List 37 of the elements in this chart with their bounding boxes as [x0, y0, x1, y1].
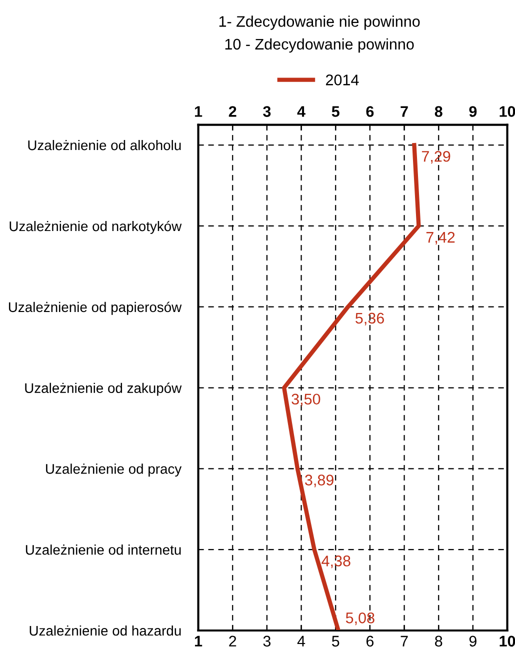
- x2-tick-label: 6: [366, 106, 374, 117]
- x-tick-label: 6: [366, 636, 374, 647]
- chart-subtitle: 10 - Zdecydowanie powinno: [225, 38, 414, 53]
- x-tick-label: 10: [500, 636, 515, 647]
- chart-title: 1- Zdecydowanie nie powinno: [219, 16, 420, 30]
- x2-tick-label: 3: [263, 106, 271, 117]
- y-tick-label: Uzależnienie od zakupów: [25, 382, 182, 396]
- x-tick-label: 2: [229, 636, 236, 646]
- x2-tick-label: 8: [434, 106, 442, 117]
- data-label: 7,29: [422, 150, 450, 164]
- data-label: 3,50: [292, 394, 320, 406]
- x2-tick-label: 9: [469, 106, 477, 117]
- y-tick-label: Uzależnienie od alkoholu: [28, 140, 181, 150]
- x2-tick-label: 10: [500, 106, 515, 117]
- x-tick-label: 8: [435, 636, 442, 647]
- legend-label: 2014: [326, 74, 359, 86]
- x2-tick-label: 7: [400, 106, 408, 117]
- y-tick-label: Uzależnienie od hazardu: [30, 625, 181, 636]
- data-label: 4,38: [322, 556, 350, 568]
- data-label: 5,36: [356, 312, 384, 326]
- x-tick-label: 9: [469, 636, 476, 647]
- y-tick-label: Uzależnienie od papierosów: [8, 302, 182, 315]
- data-label: 3,89: [305, 474, 334, 488]
- x-tick-label: 3: [263, 636, 271, 647]
- x2-tick-label: 4: [297, 106, 306, 117]
- x-tick-label: 7: [400, 636, 408, 646]
- y-tick-label: Uzależnienie od narkotyków: [10, 220, 182, 234]
- x-tick-label: 1: [194, 636, 202, 646]
- y-tick-label: Uzależnienie od pracy: [46, 464, 182, 477]
- y-tick-label: Uzależnienie od internetu: [26, 544, 181, 555]
- data-label: 5,08: [346, 612, 374, 626]
- x2-tick-label: 2: [228, 106, 236, 117]
- x2-tick-label: 1: [194, 106, 202, 117]
- x-tick-label: 4: [297, 636, 306, 646]
- x-tick-label: 5: [332, 636, 340, 647]
- x2-tick-label: 5: [332, 106, 340, 117]
- data-label: 7,42: [426, 232, 455, 245]
